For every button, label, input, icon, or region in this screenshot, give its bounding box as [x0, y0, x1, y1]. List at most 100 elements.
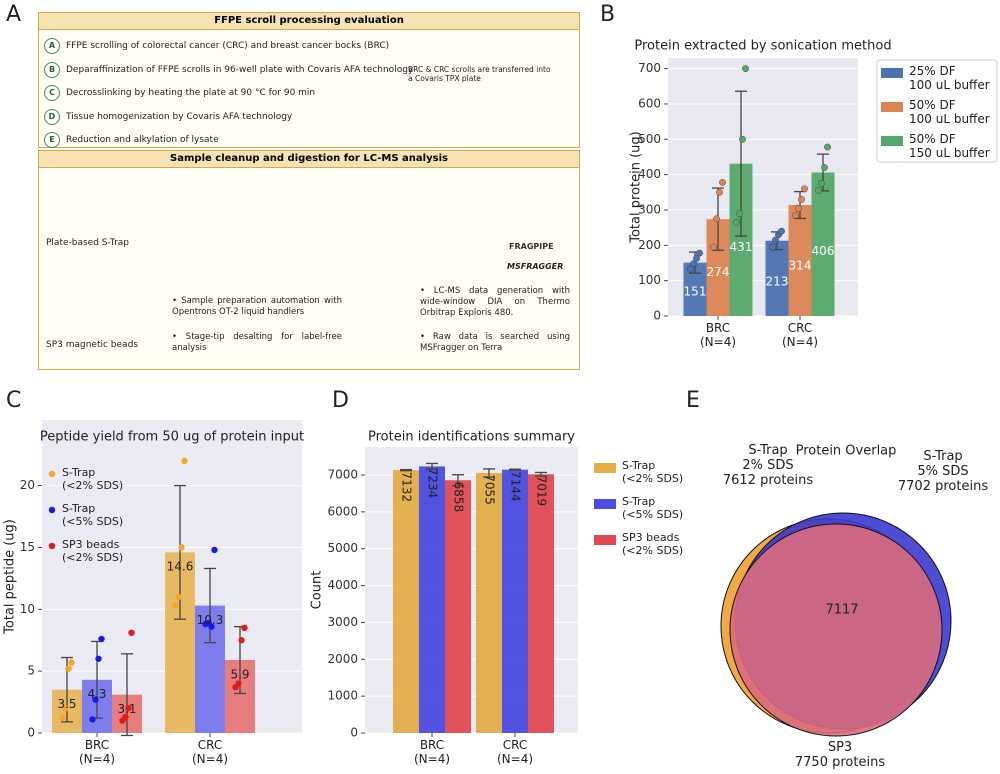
value-label: 7144	[509, 471, 523, 502]
bar	[788, 205, 812, 316]
data-point	[772, 236, 779, 244]
y-tick-label: 5	[27, 664, 35, 678]
data-point	[778, 227, 785, 235]
legend-label: 25% DF 100 uL buffer	[909, 64, 990, 92]
data-point	[235, 680, 242, 687]
logo-text: MSFRAGGER	[507, 262, 564, 271]
y-tick-label: 0	[653, 309, 661, 323]
y-tick-label: 300	[638, 202, 661, 216]
value-label: 274	[707, 265, 730, 279]
y-tick-label: 7000	[327, 468, 358, 482]
data-point	[89, 716, 96, 723]
venn-label: S-Trap 2% SDS 7612 proteins	[722, 443, 814, 488]
y-tick-label: 20	[20, 478, 35, 492]
step-text: Reduction and alkylation of lysate	[66, 135, 219, 145]
value-label: 6858	[452, 482, 466, 513]
legend-marker	[881, 102, 903, 112]
bar	[445, 480, 471, 733]
chart-title: Peptide yield from 50 ug of protein inpu…	[40, 430, 304, 445]
data-point	[733, 218, 740, 226]
x-tick-label: BRC (N=4)	[699, 321, 737, 349]
y-tick-label: 0	[350, 726, 358, 740]
bar	[706, 219, 730, 316]
value-label: 7055	[483, 474, 497, 505]
value-label: 314	[789, 259, 812, 273]
legend-label: S-Trap (<2% SDS)	[62, 466, 124, 492]
bullet: • Raw data is searched using MSFragger o…	[420, 332, 570, 354]
bar	[419, 466, 445, 733]
data-point	[710, 243, 717, 251]
data-point	[687, 265, 694, 273]
legend-marker	[48, 506, 56, 514]
bar	[765, 240, 789, 316]
value-label: 10.3	[197, 613, 224, 627]
y-tick-label: 0	[27, 726, 35, 740]
y-tick-label: 4000	[327, 578, 358, 592]
section-title: Sample cleanup and digestion for LC-MS a…	[38, 150, 580, 168]
step-letter: E	[44, 132, 60, 148]
data-point	[92, 696, 99, 703]
value-label: 3.5	[57, 697, 76, 711]
value-label: 5.9	[230, 667, 249, 681]
data-point	[211, 546, 218, 554]
data-point	[690, 260, 697, 268]
venn-title: Protein Overlap	[796, 444, 897, 459]
data-point	[181, 457, 188, 465]
y-axis-label: Total peptide (ug)	[3, 519, 18, 635]
data-point	[795, 204, 802, 212]
data-point	[769, 243, 776, 251]
data-point	[208, 623, 215, 630]
y-axis-label: Count	[310, 571, 325, 610]
data-point	[736, 210, 743, 217]
step-letter: D	[44, 108, 60, 125]
data-point	[238, 637, 245, 644]
data-point	[818, 180, 825, 187]
panel-label: B	[600, 2, 616, 27]
legend-marker	[594, 499, 616, 509]
step: B Deparaffinization of FFPE scrolls in 96…	[44, 61, 413, 78]
legend-label: 50% DF 100 uL buffer	[909, 98, 990, 126]
value-label: 14.6	[167, 560, 194, 574]
legend-label: SP3 beads (<2% SDS)	[62, 538, 124, 564]
x-tick-label: CRC (N=4)	[191, 738, 229, 766]
legend-label: S-Trap (<2% SDS)	[622, 459, 684, 485]
bar	[393, 470, 419, 733]
data-point	[62, 705, 69, 712]
y-tick-label: 200	[638, 238, 661, 252]
venn-label: S-Trap 5% SDS 7702 proteins	[897, 449, 989, 494]
step: D Tissue homogenization by Covaris AFA te…	[44, 108, 292, 125]
data-point	[98, 635, 105, 643]
bar	[683, 262, 707, 316]
legend-marker	[881, 136, 903, 146]
y-tick-label: 600	[638, 96, 661, 110]
y-tick-label: 700	[638, 61, 661, 75]
bullet-text: LC-MS data generation with wide-window D…	[420, 286, 570, 319]
legend-marker	[48, 470, 56, 478]
data-point	[693, 254, 700, 262]
input-label: Plate-based S-Trap	[46, 238, 130, 248]
y-tick-label: 500	[638, 132, 661, 146]
chart-title: Protein extracted by sonication method	[634, 39, 891, 54]
value-label: 7132	[400, 471, 414, 502]
y-tick-label: 6000	[327, 504, 358, 518]
value-label: 7234	[426, 468, 440, 499]
data-point	[178, 544, 185, 551]
data-point	[696, 249, 703, 257]
data-point	[713, 215, 720, 223]
y-tick-label: 2000	[327, 652, 358, 666]
step: C Decrosslinking by heating the plate at …	[44, 85, 315, 101]
value-label: 3.1	[117, 702, 136, 716]
logo-text: FRAGPIPE	[509, 242, 554, 251]
step-text: FFPE scrolling of colorectal cancer (CRC…	[66, 41, 390, 51]
data-point	[65, 665, 72, 672]
data-point	[95, 655, 102, 662]
bar	[729, 163, 753, 316]
input-label: SP3 magnetic beads	[46, 340, 138, 350]
chart-title: Protein identifications summary	[368, 430, 575, 445]
x-tick-label: CRC (N=4)	[496, 738, 534, 766]
step-letter: B	[44, 61, 60, 78]
legend-frame	[876, 59, 998, 163]
data-point	[801, 185, 808, 193]
panel-label: A	[6, 2, 22, 27]
bar	[502, 469, 528, 733]
